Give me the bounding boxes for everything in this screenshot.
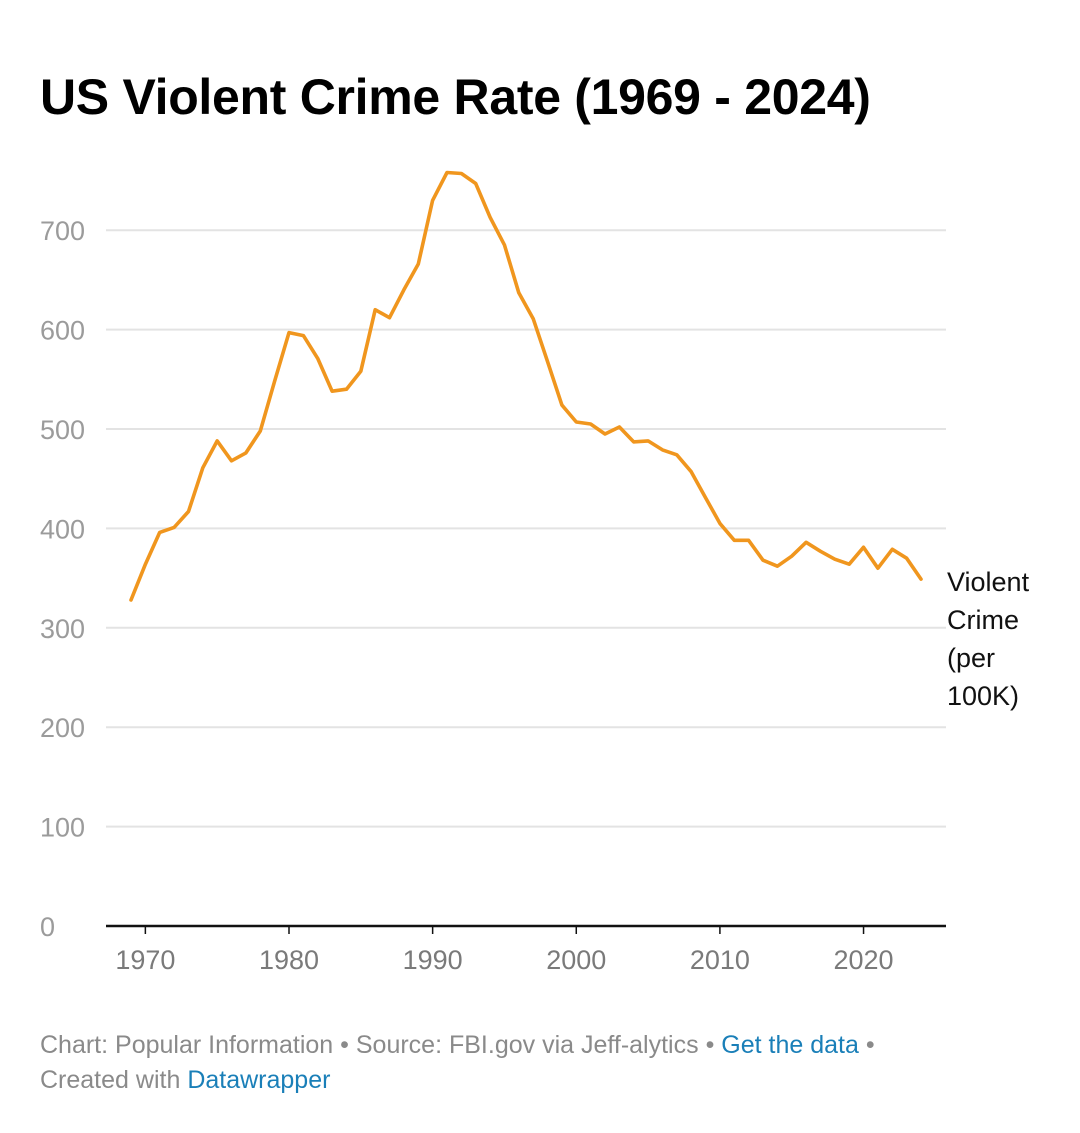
y-tick-label: 300 xyxy=(40,614,85,644)
x-tick-label: 2020 xyxy=(834,945,894,975)
series-label-line: 100K) xyxy=(947,681,1019,711)
series-label: Violent Crime (per 100K) xyxy=(947,567,1030,711)
y-tick-label: 100 xyxy=(40,813,85,843)
data-points xyxy=(130,172,922,601)
footer-source: Source: FBI.gov via Jeff-alytics xyxy=(355,1031,699,1059)
y-tick-label: 200 xyxy=(40,713,85,743)
x-tick-label: 1980 xyxy=(259,945,319,975)
footer-separator: • xyxy=(705,1031,715,1059)
series-label-line: Crime xyxy=(947,605,1019,635)
line-chart: 0 100 200 300 400 500 600 700 1970 1980 1990 2000 2… xyxy=(40,170,1030,975)
footer-separator: • xyxy=(865,1031,875,1059)
get-the-data-link[interactable]: Get the data xyxy=(721,1031,859,1059)
x-tick-label: 2000 xyxy=(546,945,606,975)
footer-separator: • xyxy=(340,1031,349,1059)
y-axis-ticks: 0 100 200 300 400 500 600 700 xyxy=(40,216,85,942)
chart-title: US Violent Crime Rate (1969 - 2024) xyxy=(40,69,871,125)
y-tick-label: 500 xyxy=(40,415,85,445)
series-label-line: Violent xyxy=(947,567,1030,597)
x-tick-label: 2010 xyxy=(690,945,750,975)
y-tick-label: 0 xyxy=(40,912,55,942)
y-tick-label: 400 xyxy=(40,514,85,544)
datawrapper-link[interactable]: Datawrapper xyxy=(187,1066,331,1094)
y-tick-label: 700 xyxy=(40,216,85,246)
series-line-violent-crime xyxy=(129,170,923,602)
chart-footer: Chart: Popular Information • Source: FBI… xyxy=(40,1028,1050,1098)
footer-chart-credit: Chart: Popular Information xyxy=(40,1031,334,1059)
x-axis-ticks: 1970 1980 1990 2000 2010 2020 xyxy=(115,926,894,975)
series-label-line: (per xyxy=(947,643,995,673)
x-tick-label: 1990 xyxy=(403,945,463,975)
x-tick-label: 1970 xyxy=(115,945,175,975)
gridlines xyxy=(106,229,946,828)
footer-created-with: Created with xyxy=(40,1066,181,1094)
y-tick-label: 600 xyxy=(40,316,85,346)
